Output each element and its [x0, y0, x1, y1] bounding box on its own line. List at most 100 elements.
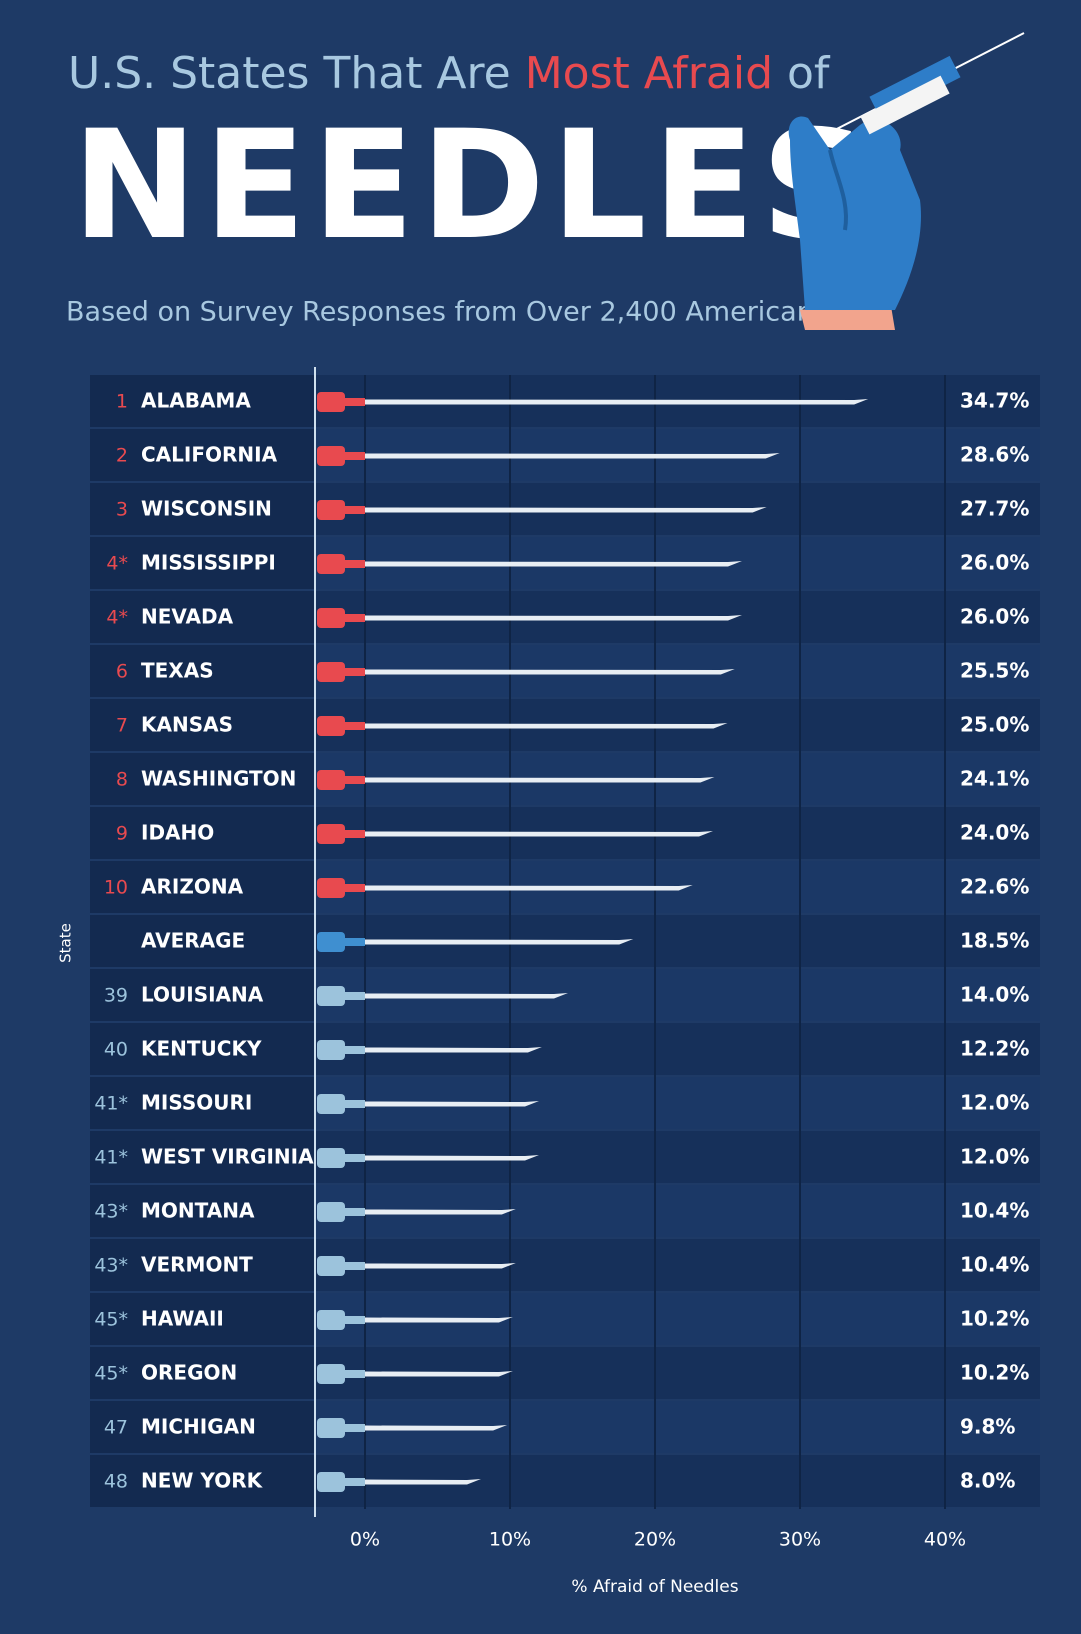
- chart-title: U.S. States That Are Most Afraid of: [68, 48, 831, 99]
- needle-neck: [345, 1424, 365, 1432]
- y-tick-label: TEXAS: [141, 659, 214, 683]
- bar: [365, 1101, 539, 1107]
- y-tick-label: HAWAII: [141, 1307, 224, 1331]
- row-label-band: [90, 1347, 315, 1399]
- y-tick-label: IDAHO: [141, 821, 214, 845]
- needle-hub: [317, 1472, 345, 1492]
- bar: [365, 507, 767, 513]
- row-label-band: [90, 645, 315, 697]
- row-label-band: [90, 1023, 315, 1075]
- value-label: 10.4%: [960, 1199, 1029, 1223]
- y-tick-label: KENTUCKY: [141, 1037, 262, 1061]
- rank-label: 4*: [106, 607, 128, 629]
- needle-neck: [345, 398, 365, 406]
- glove-illustration: [788, 32, 1025, 330]
- value-label: 10.2%: [960, 1361, 1029, 1385]
- needle-neck: [345, 830, 365, 838]
- needle-neck: [345, 1046, 365, 1054]
- row-label-band: [90, 591, 315, 643]
- bar: [365, 939, 634, 945]
- rank-label: 41*: [94, 1093, 128, 1115]
- rank-label: 2: [116, 445, 128, 467]
- rank-label: 10: [104, 877, 128, 899]
- needle-hub: [317, 1148, 345, 1168]
- y-axis-title: State: [57, 923, 75, 963]
- x-tick-label: 0%: [350, 1529, 380, 1551]
- needle-hub: [317, 1364, 345, 1384]
- rank-label: 45*: [94, 1363, 128, 1385]
- needle-neck: [345, 1208, 365, 1216]
- needle-hub: [317, 1256, 345, 1276]
- needle-hub: [317, 554, 345, 574]
- needle-neck: [345, 1262, 365, 1270]
- needle-neck: [345, 452, 365, 460]
- needle-hub: [317, 1310, 345, 1330]
- title-part: of: [773, 48, 831, 99]
- rank-label: 43*: [94, 1255, 128, 1277]
- row-label-band: [90, 807, 315, 859]
- title-highlight: Most Afraid: [525, 48, 773, 99]
- bar: [365, 1479, 481, 1485]
- value-label: 10.4%: [960, 1253, 1029, 1277]
- bar: [365, 885, 693, 891]
- row-label-band: [90, 1239, 315, 1291]
- y-tick-label: NEVADA: [141, 605, 234, 629]
- row-label-band: [90, 1455, 315, 1507]
- bar: [365, 1263, 516, 1269]
- needle-neck: [345, 1370, 365, 1378]
- value-label: 12.2%: [960, 1037, 1029, 1061]
- value-label: 12.0%: [960, 1091, 1029, 1115]
- needle-hub: [317, 932, 345, 952]
- rank-label: 7: [116, 715, 128, 737]
- bar: [365, 615, 742, 621]
- y-tick-label: MICHIGAN: [141, 1415, 256, 1439]
- value-label: 18.5%: [960, 929, 1029, 953]
- rank-label: 47: [104, 1417, 128, 1439]
- value-label: 34.7%: [960, 389, 1029, 413]
- bar: [365, 1317, 513, 1323]
- rank-label: 43*: [94, 1201, 128, 1223]
- chart-main-title: NEEDLES: [72, 99, 875, 273]
- needle-neck: [345, 884, 365, 892]
- bar: [365, 831, 713, 837]
- x-tick-label: 10%: [489, 1529, 531, 1551]
- chart-subtitle: Based on Survey Responses from Over 2,40…: [66, 297, 828, 328]
- x-tick-label: 20%: [634, 1529, 676, 1551]
- row-label-band: [90, 483, 315, 535]
- needle-hub: [317, 716, 345, 736]
- row-label-band: [90, 1293, 315, 1345]
- needle-neck: [345, 776, 365, 784]
- value-label: 14.0%: [960, 983, 1029, 1007]
- value-label: 26.0%: [960, 605, 1029, 629]
- x-tick-label: 30%: [779, 1529, 821, 1551]
- y-tick-label: LOUISIANA: [141, 983, 264, 1007]
- rank-label: 4*: [106, 553, 128, 575]
- y-tick-label: KANSAS: [141, 713, 233, 737]
- value-label: 26.0%: [960, 551, 1029, 575]
- row-label-band: [90, 699, 315, 751]
- rank-label: 6: [116, 661, 128, 683]
- needle-hub: [317, 986, 345, 1006]
- rank-label: 3: [116, 499, 128, 521]
- y-tick-label: CALIFORNIA: [141, 443, 278, 467]
- needle-hub: [317, 662, 345, 682]
- needle-hub: [317, 878, 345, 898]
- row-label-band: [90, 1131, 315, 1183]
- needle-hub: [317, 1202, 345, 1222]
- value-label: 27.7%: [960, 497, 1029, 521]
- needle-hub: [317, 392, 345, 412]
- row-label-band: [90, 1185, 315, 1237]
- y-tick-label: AVERAGE: [141, 929, 245, 953]
- value-label: 24.0%: [960, 821, 1029, 845]
- row-label-band: [90, 969, 315, 1021]
- bar: [365, 669, 735, 675]
- value-label: 24.1%: [960, 767, 1029, 791]
- needle-neck: [345, 992, 365, 1000]
- bar: [365, 1209, 516, 1215]
- rank-label: 40: [104, 1039, 128, 1061]
- needle-neck: [345, 1478, 365, 1486]
- needle-neck: [345, 560, 365, 568]
- row-label-band: [90, 1077, 315, 1129]
- value-label: 12.0%: [960, 1145, 1029, 1169]
